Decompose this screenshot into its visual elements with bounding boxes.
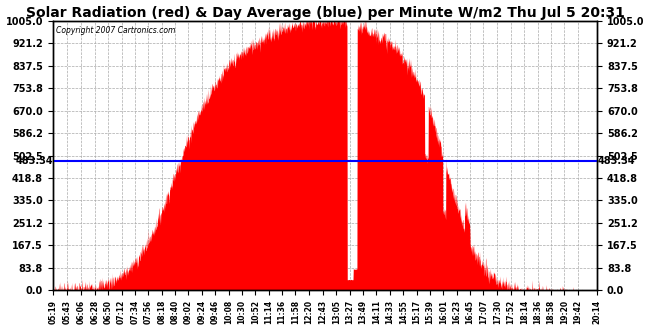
Text: Copyright 2007 Cartronics.com: Copyright 2007 Cartronics.com — [55, 26, 175, 35]
Title: Solar Radiation (red) & Day Average (blue) per Minute W/m2 Thu Jul 5 20:31: Solar Radiation (red) & Day Average (blu… — [25, 6, 625, 19]
Text: 483.34: 483.34 — [15, 156, 53, 166]
Text: 483.34: 483.34 — [597, 156, 635, 166]
